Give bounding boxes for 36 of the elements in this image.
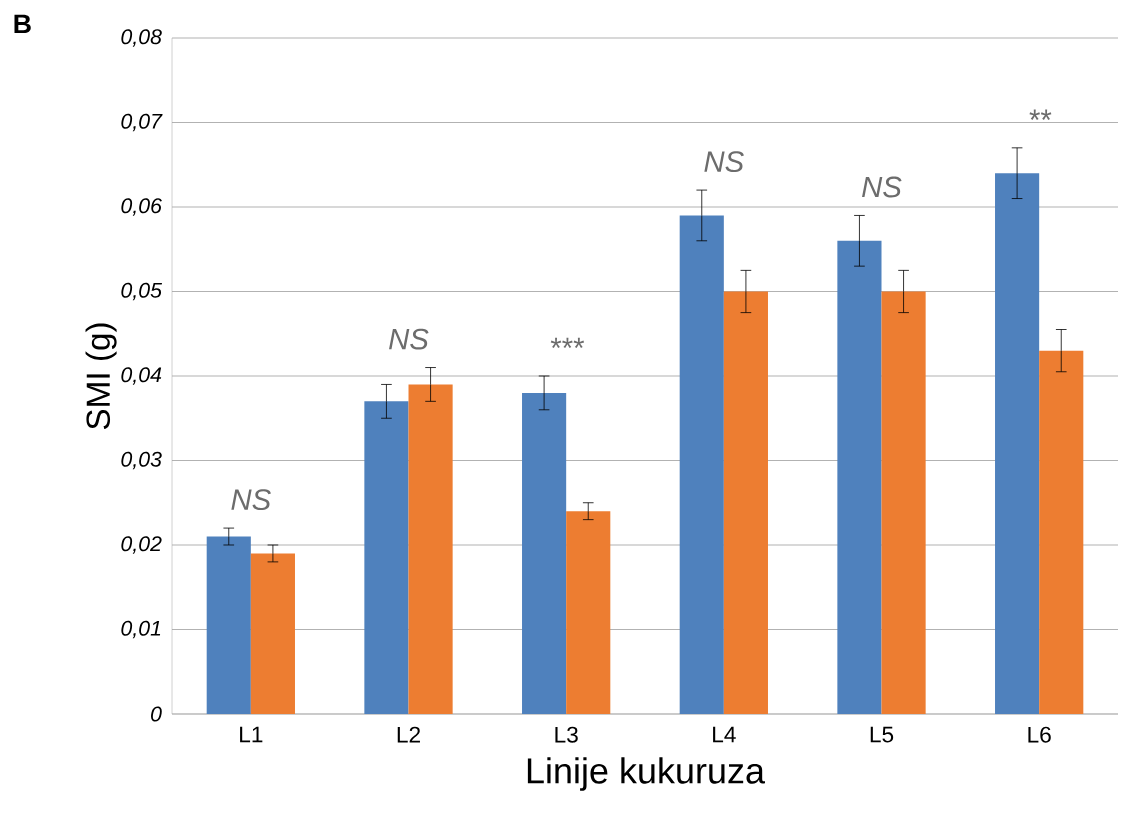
y-tick-label: 0,08: [121, 29, 162, 47]
bar: [408, 384, 453, 714]
y-tick-label: 0,07: [121, 113, 163, 132]
annotation: NS: [862, 176, 902, 198]
x-tick-label: L4: [713, 726, 736, 743]
annotation: ***: [550, 337, 585, 349]
x-tick-label: L2: [397, 726, 420, 743]
bar: [995, 173, 1040, 714]
annotation: NS: [231, 489, 271, 511]
y-tick-label: 0,05: [121, 282, 163, 301]
y-axis-title: SMI (g): [85, 323, 117, 430]
bar: [837, 240, 882, 714]
x-tick-label: L3: [555, 726, 578, 743]
annotation: NS: [704, 151, 744, 173]
text: B: [14, 14, 31, 34]
x-tick-label: L1: [240, 726, 263, 743]
bar: [566, 511, 611, 714]
bar: [679, 215, 724, 714]
x-axis-title: Linije kukuruza: [527, 757, 765, 791]
bar: [364, 401, 409, 714]
annotation: NS: [389, 328, 429, 350]
bar: [522, 392, 567, 714]
y-tick-label: 0,06: [121, 198, 162, 216]
y-tick-label: 0: [151, 706, 162, 722]
y-tick-label: 0,03: [121, 451, 162, 470]
y-tick-label: 0,01: [121, 620, 161, 639]
bar: [881, 291, 926, 714]
y-tick-label: 0,02: [121, 536, 162, 554]
y-tick-label: 0,04: [121, 367, 162, 385]
bar: [723, 291, 768, 714]
bar: [1039, 350, 1084, 714]
x-tick-label: L5: [870, 726, 894, 743]
bar: [250, 553, 295, 714]
annotation: **: [1029, 109, 1052, 120]
x-tick-label: L6: [1028, 726, 1051, 743]
bar: [206, 536, 251, 714]
